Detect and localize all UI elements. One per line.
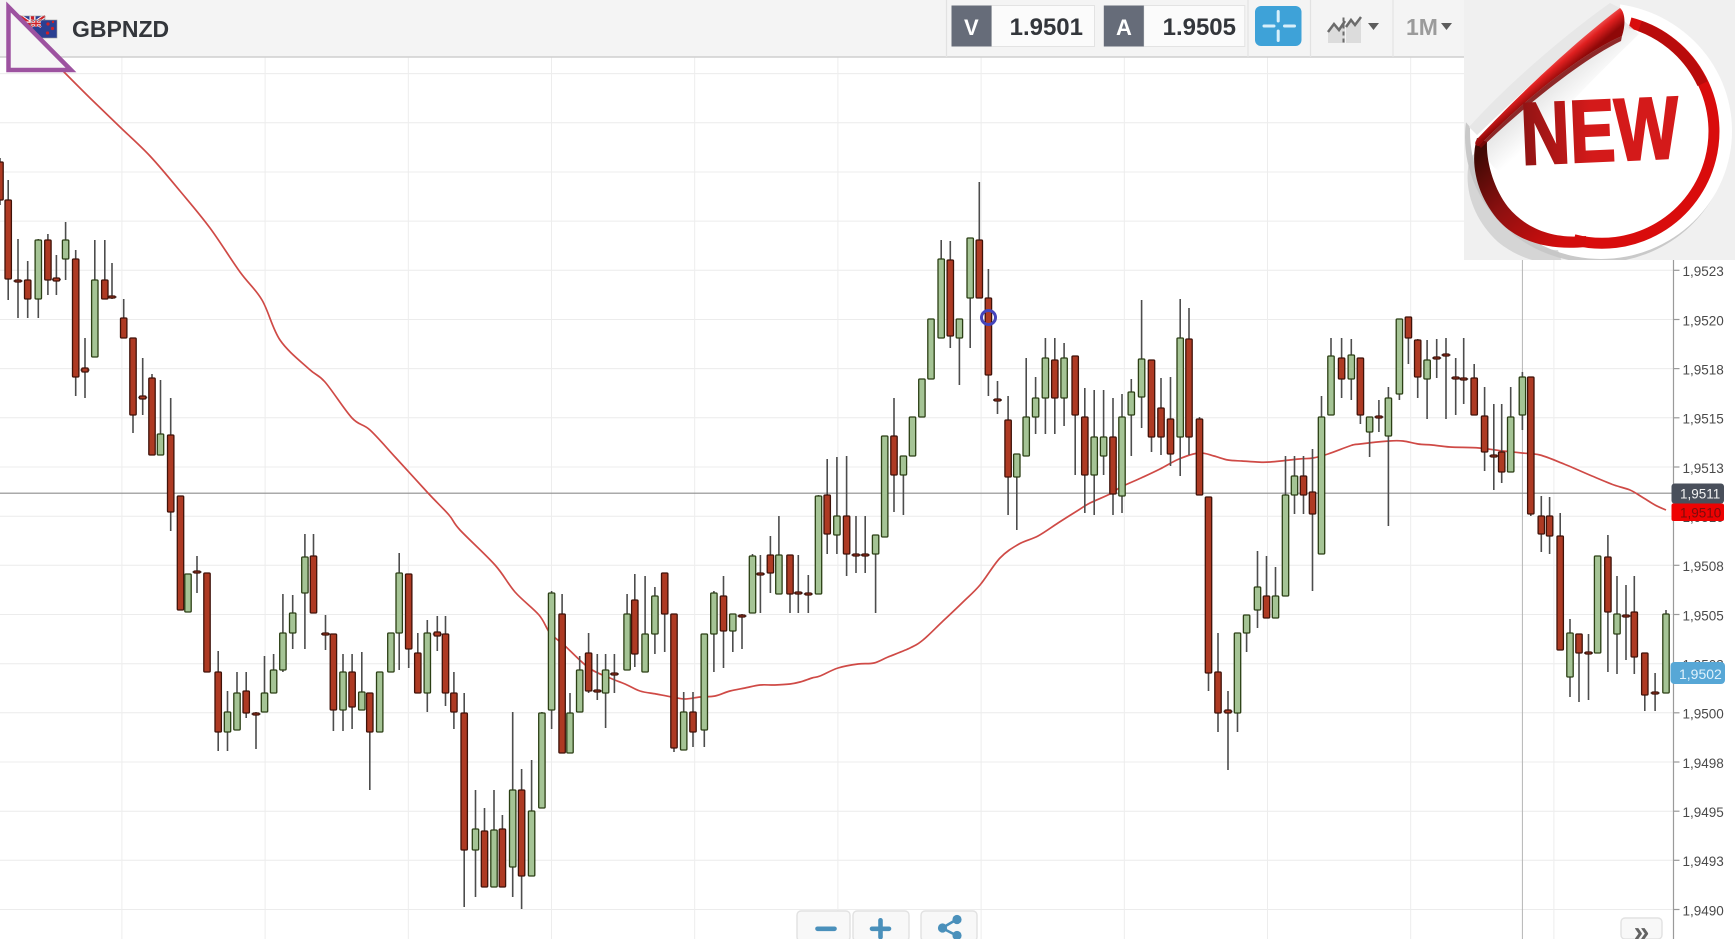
svg-text:NEW: NEW	[1519, 78, 1681, 184]
svg-text:A: A	[1116, 15, 1132, 40]
svg-text:1,9490: 1,9490	[1683, 903, 1724, 918]
svg-text:1,9508: 1,9508	[1683, 559, 1724, 574]
svg-text:V: V	[964, 15, 979, 40]
svg-text:1,9502: 1,9502	[1679, 666, 1722, 682]
svg-text:1.9501: 1.9501	[1010, 14, 1083, 41]
svg-text:1M: 1M	[1406, 14, 1438, 40]
svg-text:1,9505: 1,9505	[1683, 608, 1724, 623]
svg-text:1,9493: 1,9493	[1683, 854, 1724, 869]
svg-text:1,9500: 1,9500	[1683, 707, 1724, 722]
svg-text:GBPNZD: GBPNZD	[72, 16, 169, 42]
svg-text:»: »	[1634, 916, 1650, 939]
svg-text:1,9515: 1,9515	[1683, 412, 1724, 427]
svg-text:1,9523: 1,9523	[1683, 264, 1724, 279]
svg-text:1,9520: 1,9520	[1683, 313, 1724, 328]
svg-text:1,9498: 1,9498	[1683, 756, 1724, 771]
svg-text:1.9505: 1.9505	[1163, 14, 1236, 41]
svg-text:1,9510: 1,9510	[1680, 506, 1721, 521]
svg-text:1,9518: 1,9518	[1683, 363, 1724, 378]
svg-text:1,9511: 1,9511	[1680, 487, 1720, 502]
svg-text:1,9513: 1,9513	[1683, 461, 1724, 476]
svg-text:1,9495: 1,9495	[1683, 805, 1724, 820]
